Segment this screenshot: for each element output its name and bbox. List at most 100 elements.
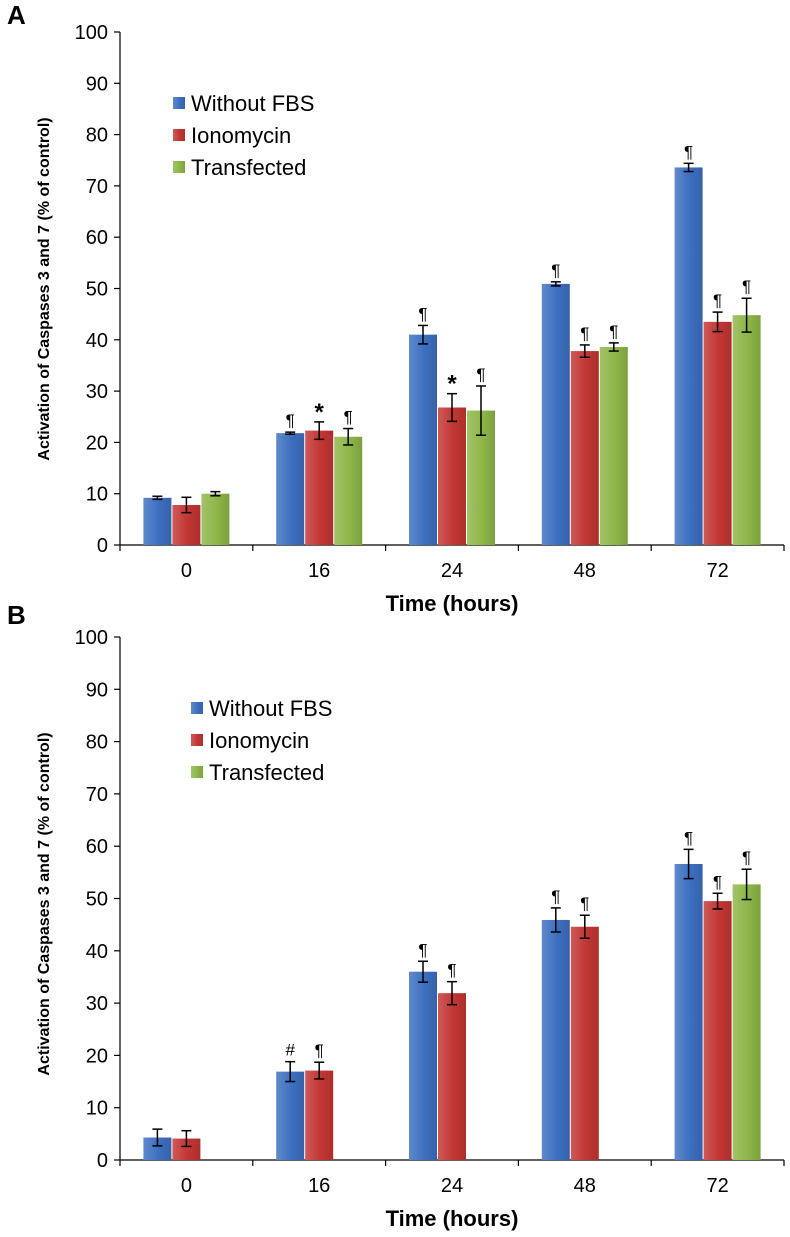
significance-marker: ¶ bbox=[344, 408, 353, 427]
x-tick-label: 16 bbox=[308, 560, 330, 582]
panel-b-plot: 0 10 20 30 40 50 60 70 80 90 100 0 16 24 48 72 # ¶ ¶ ¶ ¶ ¶ ¶ ¶ ¶ bbox=[75, 627, 785, 1197]
bar bbox=[201, 493, 230, 545]
significance-marker: ¶ bbox=[551, 887, 560, 906]
x-tick-label: 24 bbox=[441, 560, 463, 582]
legend-label-without-fbs: Without FBS bbox=[191, 91, 314, 116]
y-tick-label: 100 bbox=[75, 22, 108, 44]
significance-marker: ¶ bbox=[713, 291, 722, 310]
bar bbox=[409, 334, 437, 545]
y-tick-label: 50 bbox=[86, 279, 108, 301]
significance-marker: * bbox=[315, 399, 325, 426]
panel-b-ylabel: Activation of Caspases 3 and 7 (% of con… bbox=[36, 732, 53, 1075]
significance-marker: ¶ bbox=[742, 848, 751, 867]
y-tick-label: 80 bbox=[86, 125, 108, 147]
significance-marker: ¶ bbox=[418, 940, 427, 959]
legend-swatch-ionomycin bbox=[191, 734, 203, 746]
legend-swatch-without-fbs bbox=[173, 97, 185, 109]
significance-marker: ¶ bbox=[551, 261, 560, 280]
bar bbox=[703, 901, 732, 1160]
y-tick-label: 20 bbox=[86, 1045, 108, 1067]
x-tick-label: 0 bbox=[181, 1175, 192, 1197]
significance-marker: ¶ bbox=[713, 872, 722, 891]
x-tick-label: 16 bbox=[308, 1175, 330, 1197]
legend-label-transfected: Transfected bbox=[209, 760, 324, 785]
significance-marker: ¶ bbox=[447, 961, 456, 980]
y-tick-label: 40 bbox=[86, 330, 108, 352]
legend-label-transfected: Transfected bbox=[191, 155, 306, 180]
bar bbox=[674, 863, 703, 1160]
panel-b-legend: Without FBS Ionomycin Transfected bbox=[191, 696, 332, 785]
bar bbox=[732, 315, 761, 545]
panel-b: B Activation of Caspases 3 and 7 (% of c… bbox=[7, 600, 785, 1231]
bar bbox=[703, 321, 732, 545]
y-tick-label: 60 bbox=[86, 836, 108, 858]
bar bbox=[570, 926, 599, 1160]
y-tick-label: 40 bbox=[86, 941, 108, 963]
legend-swatch-transfected bbox=[191, 766, 203, 778]
x-tick-label: 72 bbox=[706, 560, 728, 582]
legend-label-ionomycin: Ionomycin bbox=[209, 728, 309, 753]
bar bbox=[438, 407, 466, 545]
significance-marker: ¶ bbox=[580, 324, 589, 343]
significance-marker: ¶ bbox=[684, 142, 693, 161]
bar bbox=[276, 433, 305, 545]
panel-a-plot: 0 10 20 30 40 50 60 70 80 90 100 0 16 24 48 72 ¶ ¶ ¶ ¶ * * ¶ ¶ ¶… bbox=[75, 22, 785, 582]
significance-marker: ¶ bbox=[418, 304, 427, 323]
bar bbox=[732, 884, 761, 1160]
legend-swatch-transfected bbox=[173, 161, 185, 173]
significance-marker: # bbox=[285, 1041, 295, 1060]
x-tick-label: 48 bbox=[574, 1175, 596, 1197]
bar bbox=[674, 167, 703, 545]
x-tick-label: 0 bbox=[181, 560, 192, 582]
y-tick-label: 10 bbox=[86, 1098, 108, 1120]
significance-marker: ¶ bbox=[580, 894, 589, 913]
y-tick-label: 20 bbox=[86, 432, 108, 454]
legend-label-ionomycin: Ionomycin bbox=[191, 123, 291, 148]
y-tick-label: 90 bbox=[86, 679, 108, 701]
y-tick-label: 70 bbox=[86, 784, 108, 806]
significance-marker: ¶ bbox=[684, 828, 693, 847]
panel-a-legend: Without FBS Ionomycin Transfected bbox=[173, 91, 314, 180]
panel-a-letter: A bbox=[7, 0, 26, 30]
significance-marker: * bbox=[447, 371, 457, 398]
y-tick-label: 60 bbox=[86, 227, 108, 249]
y-tick-label: 30 bbox=[86, 993, 108, 1015]
y-tick-label: 0 bbox=[97, 535, 108, 557]
y-tick-label: 10 bbox=[86, 484, 108, 506]
panel-a: A Activation of Caspases 3 and 7 (% of c… bbox=[7, 0, 785, 616]
y-tick-label: 80 bbox=[86, 732, 108, 754]
bar bbox=[438, 993, 466, 1160]
bar bbox=[409, 971, 437, 1160]
significance-marker: ¶ bbox=[476, 365, 485, 384]
x-tick-label: 72 bbox=[706, 1175, 728, 1197]
panel-a-ylabel: Activation of Caspases 3 and 7 (% of con… bbox=[36, 117, 53, 460]
bar bbox=[172, 1138, 201, 1160]
x-tick-label: 48 bbox=[574, 560, 596, 582]
y-tick-label: 90 bbox=[86, 73, 108, 95]
bar bbox=[143, 1137, 172, 1160]
bar bbox=[570, 351, 599, 545]
y-tick-label: 70 bbox=[86, 176, 108, 198]
y-tick-label: 30 bbox=[86, 381, 108, 403]
bar bbox=[305, 1070, 334, 1160]
bar bbox=[541, 919, 570, 1160]
panel-a-xlabel: Time (hours) bbox=[386, 591, 519, 616]
bar bbox=[599, 346, 628, 545]
significance-marker: ¶ bbox=[315, 1041, 324, 1060]
significance-marker: ¶ bbox=[742, 277, 751, 296]
bar bbox=[276, 1071, 305, 1160]
panel-b-xlabel: Time (hours) bbox=[386, 1206, 519, 1231]
y-tick-label: 50 bbox=[86, 889, 108, 911]
legend-swatch-ionomycin bbox=[173, 129, 185, 141]
bar bbox=[541, 283, 570, 545]
significance-marker: ¶ bbox=[609, 322, 618, 341]
x-tick-label: 24 bbox=[441, 1175, 463, 1197]
panel-b-letter: B bbox=[7, 600, 26, 630]
y-tick-label: 0 bbox=[97, 1150, 108, 1172]
y-tick-label: 100 bbox=[75, 627, 108, 649]
bar bbox=[334, 436, 363, 545]
legend-swatch-without-fbs bbox=[191, 702, 203, 714]
legend-label-without-fbs: Without FBS bbox=[209, 696, 332, 721]
